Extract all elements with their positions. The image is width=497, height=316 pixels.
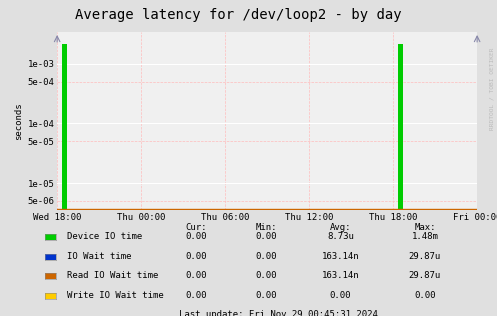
Text: 163.14n: 163.14n [322,252,359,261]
Text: 0.00: 0.00 [255,252,277,261]
Text: 0.00: 0.00 [185,291,207,300]
Text: Write IO Wait time: Write IO Wait time [67,291,164,300]
Text: Last update: Fri Nov 29 00:45:31 2024: Last update: Fri Nov 29 00:45:31 2024 [179,310,378,316]
Text: 0.00: 0.00 [185,232,207,241]
Text: Average latency for /dev/loop2 - by day: Average latency for /dev/loop2 - by day [75,8,402,22]
Text: Avg:: Avg: [330,223,351,232]
Text: 0.00: 0.00 [330,291,351,300]
Text: 29.87u: 29.87u [409,271,441,280]
Text: Device IO time: Device IO time [67,232,142,241]
Text: 0.00: 0.00 [185,271,207,280]
Text: Read IO Wait time: Read IO Wait time [67,271,159,280]
Text: 0.00: 0.00 [255,232,277,241]
Text: 0.00: 0.00 [185,252,207,261]
Text: 8.73u: 8.73u [327,232,354,241]
Text: 29.87u: 29.87u [409,252,441,261]
Text: Cur:: Cur: [185,223,207,232]
Text: 1.48m: 1.48m [412,232,438,241]
Text: IO Wait time: IO Wait time [67,252,132,261]
Text: RRDTOOL / TOBI OETIKER: RRDTOOL / TOBI OETIKER [490,47,495,130]
Text: Max:: Max: [414,223,436,232]
Text: 0.00: 0.00 [414,291,436,300]
Y-axis label: seconds: seconds [14,102,23,140]
Text: 163.14n: 163.14n [322,271,359,280]
Text: Min:: Min: [255,223,277,232]
Text: 0.00: 0.00 [255,271,277,280]
Text: 0.00: 0.00 [255,291,277,300]
